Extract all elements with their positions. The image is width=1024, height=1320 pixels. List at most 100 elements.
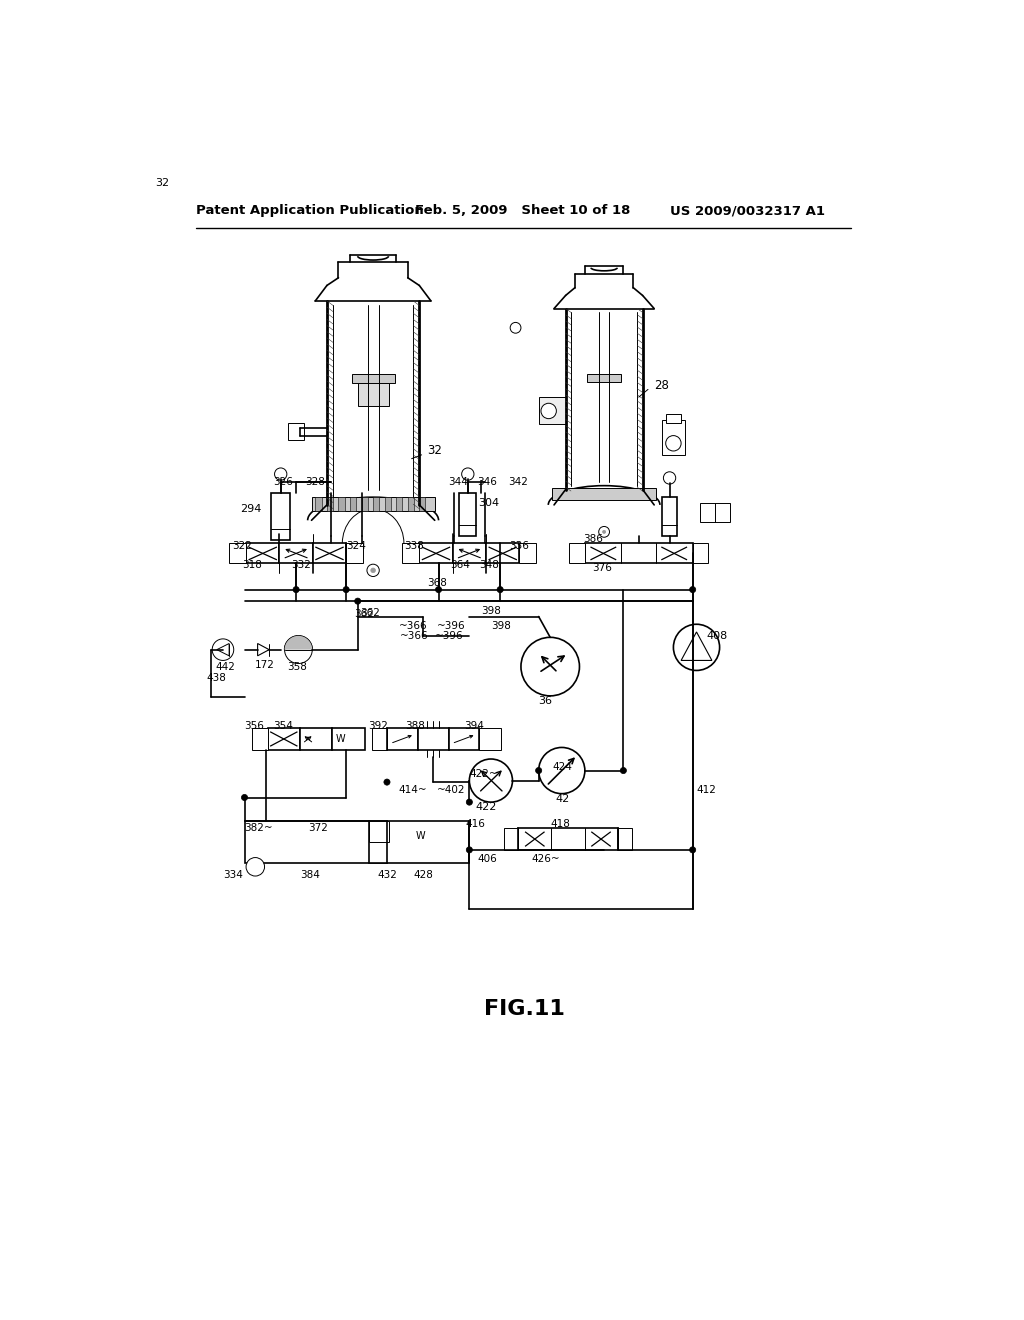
Circle shape [462,469,474,480]
Circle shape [435,586,441,593]
Text: 406: 406 [477,854,497,865]
Text: 376: 376 [593,564,612,573]
Circle shape [599,527,609,537]
Circle shape [469,759,512,803]
Bar [372,729,387,750]
Circle shape [674,624,720,671]
Text: 332: 332 [291,560,310,570]
Text: 362: 362 [360,607,380,618]
Text: 32: 32 [156,178,169,187]
Text: 386: 386 [584,533,603,544]
Text: Feb. 5, 2009   Sheet 10 of 18: Feb. 5, 2009 Sheet 10 of 18 [416,205,631,218]
Text: ~366: ~366 [398,620,427,631]
Text: 398: 398 [490,620,511,631]
Text: 356: 356 [245,721,264,731]
Text: 426~: 426~ [531,854,559,865]
Text: 394: 394 [464,721,484,731]
Bar [460,494,476,536]
Circle shape [664,471,676,484]
Text: 398: 398 [481,606,501,616]
Text: 334: 334 [223,870,243,879]
Bar [333,729,365,750]
Text: 28: 28 [654,379,669,392]
Text: US 2009/0032317 A1: US 2009/0032317 A1 [670,205,824,218]
Text: 36: 36 [539,696,553,706]
Polygon shape [258,644,269,656]
Bar [402,544,419,564]
Text: ~396: ~396 [437,620,466,631]
Text: 422~: 422~ [469,770,498,779]
Circle shape [285,636,312,664]
Text: 442: 442 [215,661,236,672]
Bar [271,494,290,540]
Text: 412: 412 [696,785,717,795]
Text: 358: 358 [288,661,307,672]
Bar [339,498,345,511]
Bar [700,503,730,521]
Bar [346,544,364,564]
Bar [361,498,368,511]
Circle shape [384,779,390,785]
Circle shape [274,469,287,480]
Text: 364: 364 [451,560,470,570]
Text: 382~: 382~ [245,824,273,833]
Circle shape [242,795,248,800]
Bar [300,729,333,750]
Bar [246,544,280,564]
Bar [617,829,632,850]
Bar [357,383,388,407]
Text: 322: 322 [232,541,252,552]
Bar [373,498,379,511]
Bar [267,729,300,750]
Text: ~366: ~366 [400,631,429,640]
Text: W: W [335,734,345,744]
Bar [408,498,414,511]
Bar [245,821,387,863]
Circle shape [666,436,681,451]
Bar [327,498,333,511]
Bar [387,729,418,750]
Bar [587,374,621,381]
Text: 432: 432 [377,870,397,879]
Bar [370,821,388,842]
Text: ~402: ~402 [437,785,466,795]
Text: W: W [416,832,425,841]
Text: 388: 388 [404,721,425,731]
Text: FIG.11: FIG.11 [484,999,565,1019]
Bar [370,821,469,863]
Text: 368: 368 [427,578,446,589]
Wedge shape [285,636,312,649]
Bar [518,829,617,850]
Circle shape [689,847,695,853]
Circle shape [536,767,542,774]
Bar [229,544,246,564]
Text: 328: 328 [305,477,326,487]
Bar [449,729,479,750]
Circle shape [343,586,349,593]
Text: 336: 336 [509,541,529,552]
Circle shape [354,598,360,605]
Text: 304: 304 [478,499,500,508]
Text: 344: 344 [447,477,468,487]
Bar [289,424,304,441]
Circle shape [367,564,379,577]
Bar [311,498,435,511]
Polygon shape [681,632,712,660]
Circle shape [466,799,472,805]
Text: 348: 348 [479,560,500,570]
Bar [385,498,391,511]
Bar [252,729,267,750]
Bar [552,488,656,500]
Bar [662,498,677,536]
Bar [453,544,486,564]
Bar [351,374,394,383]
Text: 372: 372 [307,824,328,833]
Circle shape [466,847,472,853]
Bar [569,544,585,564]
Text: 414~: 414~ [398,785,427,795]
Bar [519,544,537,564]
Circle shape [602,531,605,533]
Circle shape [212,639,233,660]
Text: 438: 438 [206,673,226,684]
Text: 384: 384 [300,870,319,879]
